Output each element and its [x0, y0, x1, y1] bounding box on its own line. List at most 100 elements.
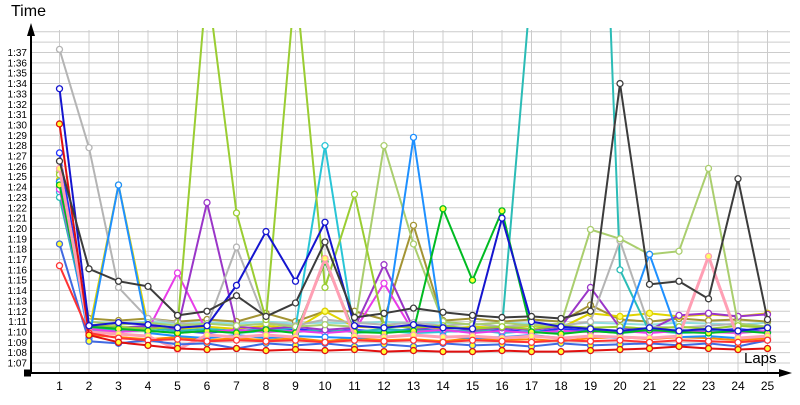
data-point-pink — [704, 252, 713, 261]
x-tick-label: 22 — [672, 379, 686, 393]
data-point-black — [321, 238, 329, 246]
data-point-mediumblue — [144, 321, 152, 329]
data-point-black — [380, 309, 388, 317]
data-point-red2 — [262, 337, 270, 345]
data-point-red2 — [498, 337, 506, 345]
data-point-mediumblue — [498, 214, 506, 222]
axis-origin-marker — [24, 369, 31, 377]
data-point-red2 — [203, 337, 211, 345]
data-point-red2 — [675, 336, 683, 344]
data-point-mediumblue — [409, 321, 418, 329]
x-tick-label: 25 — [761, 379, 775, 393]
data-point-mediumblue — [586, 325, 595, 333]
data-point-palegreen — [380, 141, 388, 150]
x-tick-label: 23 — [702, 379, 716, 393]
data-point-black — [675, 277, 683, 285]
data-point-black — [350, 313, 359, 322]
y-tick-label: 1:34 — [8, 79, 28, 90]
data-point-red2 — [350, 336, 359, 344]
data-point-mediumblue — [85, 322, 93, 330]
x-tick-label: 21 — [643, 379, 657, 393]
data-point-red — [527, 347, 536, 356]
data-point-silver — [114, 283, 123, 292]
data-point-red — [262, 346, 270, 355]
data-point-royalblue — [85, 337, 93, 345]
data-point-red — [203, 345, 211, 354]
x-tick-label: 16 — [495, 379, 509, 393]
x-tick-label: 15 — [466, 379, 480, 393]
data-point-yellowgreen — [321, 283, 329, 292]
data-point-mediumblue — [675, 327, 683, 335]
x-tick-label: 6 — [204, 379, 211, 393]
data-point-red2 — [291, 336, 300, 344]
data-point-black — [173, 311, 182, 320]
data-point-pink — [527, 332, 536, 340]
data-point-mediumblue — [262, 227, 270, 236]
data-point-black — [763, 315, 772, 324]
data-point-red — [232, 344, 241, 353]
y-axis-arrow-icon — [27, 23, 35, 36]
y-tick-label: 1:21 — [8, 214, 28, 225]
y-tick-label: 1:15 — [8, 276, 28, 287]
data-point-mediumblue — [468, 325, 477, 333]
data-point-pink — [321, 254, 329, 263]
data-point-red — [350, 345, 359, 354]
x-tick-label: 9 — [292, 379, 299, 393]
y-tick-label: 1:08 — [8, 348, 28, 359]
data-point-palegreen — [616, 235, 624, 243]
y-tick-label: 1:33 — [8, 89, 28, 100]
data-point-black — [291, 299, 300, 307]
y-tick-label: 1:18 — [8, 245, 28, 256]
x-tick-label: 1 — [56, 379, 63, 393]
x-axis-arrow-icon — [779, 369, 792, 377]
data-point-palegreen — [232, 322, 241, 330]
data-point-green — [439, 205, 447, 213]
data-point-red — [763, 344, 772, 353]
y-tick-label: 1:36 — [8, 58, 28, 69]
y-tick-label: 1:07 — [8, 359, 28, 370]
data-point-red — [616, 345, 624, 354]
data-point-red — [468, 347, 477, 356]
x-tick-label: 17 — [525, 379, 539, 393]
data-point-silver — [232, 243, 241, 251]
x-tick-label: 10 — [318, 379, 332, 393]
data-point-black — [144, 282, 152, 291]
x-tick-label: 14 — [436, 379, 450, 393]
data-point-red2 — [557, 336, 565, 344]
data-point-mediumblue — [704, 325, 713, 333]
y-tick-label: 1:35 — [8, 69, 28, 80]
data-point-red — [55, 120, 64, 128]
data-point-palegreen — [321, 321, 329, 329]
data-point-red — [586, 346, 595, 355]
y-tick-label: 1:29 — [8, 131, 28, 142]
data-point-red2 — [734, 338, 742, 346]
data-point-green — [468, 276, 477, 284]
data-point-pink — [203, 331, 211, 339]
data-point-red2 — [527, 338, 536, 346]
data-point-yellow — [321, 307, 329, 315]
y-tick-label: 1:19 — [8, 234, 28, 245]
data-point-red2 — [616, 336, 624, 344]
data-point-silver — [55, 45, 64, 54]
data-point-black — [645, 280, 654, 288]
y-tick-label: 1:11 — [8, 317, 27, 328]
series-mediumblue — [55, 85, 772, 335]
data-point-royalblue — [55, 240, 64, 248]
data-point-teal — [616, 266, 624, 274]
y-tick-label: 1:20 — [8, 224, 28, 235]
data-point-black — [704, 295, 713, 303]
data-point-red2 — [468, 336, 477, 344]
data-point-red — [675, 342, 683, 351]
data-point-red — [409, 346, 418, 355]
data-point-khaki — [409, 221, 418, 229]
data-point-red — [498, 346, 506, 355]
y-tick-label: 1:26 — [8, 162, 28, 173]
data-point-black — [616, 79, 624, 88]
data-point-mediumblue — [321, 218, 329, 226]
data-point-mediumblue — [203, 322, 211, 330]
y-tick-label: 1:09 — [8, 338, 28, 349]
data-point-black — [262, 312, 270, 321]
y-tick-label: 1:32 — [8, 100, 28, 111]
